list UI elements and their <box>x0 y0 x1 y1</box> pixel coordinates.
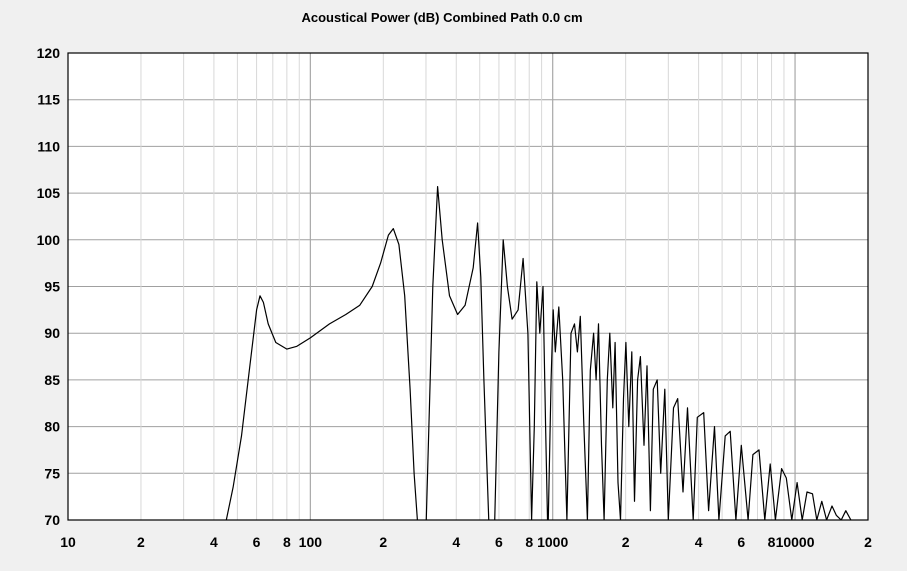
x-tick-label: 8 <box>525 534 533 550</box>
x-tick-label: 6 <box>737 534 745 550</box>
grid <box>68 53 868 520</box>
x-tick-label: 1000 <box>537 534 568 550</box>
y-tick-label: 80 <box>44 419 60 435</box>
plot-border <box>67 52 869 521</box>
x-tick-label: 8 <box>768 534 776 550</box>
x-tick-label: 2 <box>622 534 630 550</box>
series-line-0 <box>225 186 852 520</box>
x-tick-label: 6 <box>253 534 261 550</box>
y-tick-label: 90 <box>44 325 60 341</box>
series-layer <box>225 186 852 520</box>
x-tick-label: 8 <box>283 534 291 550</box>
x-tick-label: 10000 <box>776 534 815 550</box>
x-tick-label: 2 <box>379 534 387 550</box>
x-tick-label: 4 <box>210 534 218 550</box>
y-tick-label: 105 <box>37 185 61 201</box>
x-tick-label: 4 <box>452 534 460 550</box>
y-tick-label: 120 <box>37 45 61 61</box>
x-axis-labels: 10 2 4 6 8 100 2 4 6 8 1000 2 4 6 8 10000 2 <box>60 534 872 550</box>
y-axis-labels: 120 115 110 105 100 95 90 85 80 75 70 <box>37 45 61 528</box>
y-tick-label: 70 <box>44 512 60 528</box>
x-tick-label: 2 <box>137 534 145 550</box>
chart-title: Acoustical Power (dB) Combined Path 0.0 … <box>302 10 583 25</box>
y-tick-label: 100 <box>37 232 61 248</box>
x-tick-label: 10 <box>60 534 76 550</box>
x-tick-label: 100 <box>299 534 323 550</box>
y-tick-label: 115 <box>37 92 60 108</box>
y-tick-label: 95 <box>44 279 60 295</box>
x-tick-label: 4 <box>695 534 703 550</box>
y-tick-label: 75 <box>44 465 60 481</box>
y-tick-label: 110 <box>37 138 60 154</box>
x-tick-label: 6 <box>495 534 503 550</box>
y-tick-label: 85 <box>44 372 60 388</box>
x-tick-label: 2 <box>864 534 872 550</box>
